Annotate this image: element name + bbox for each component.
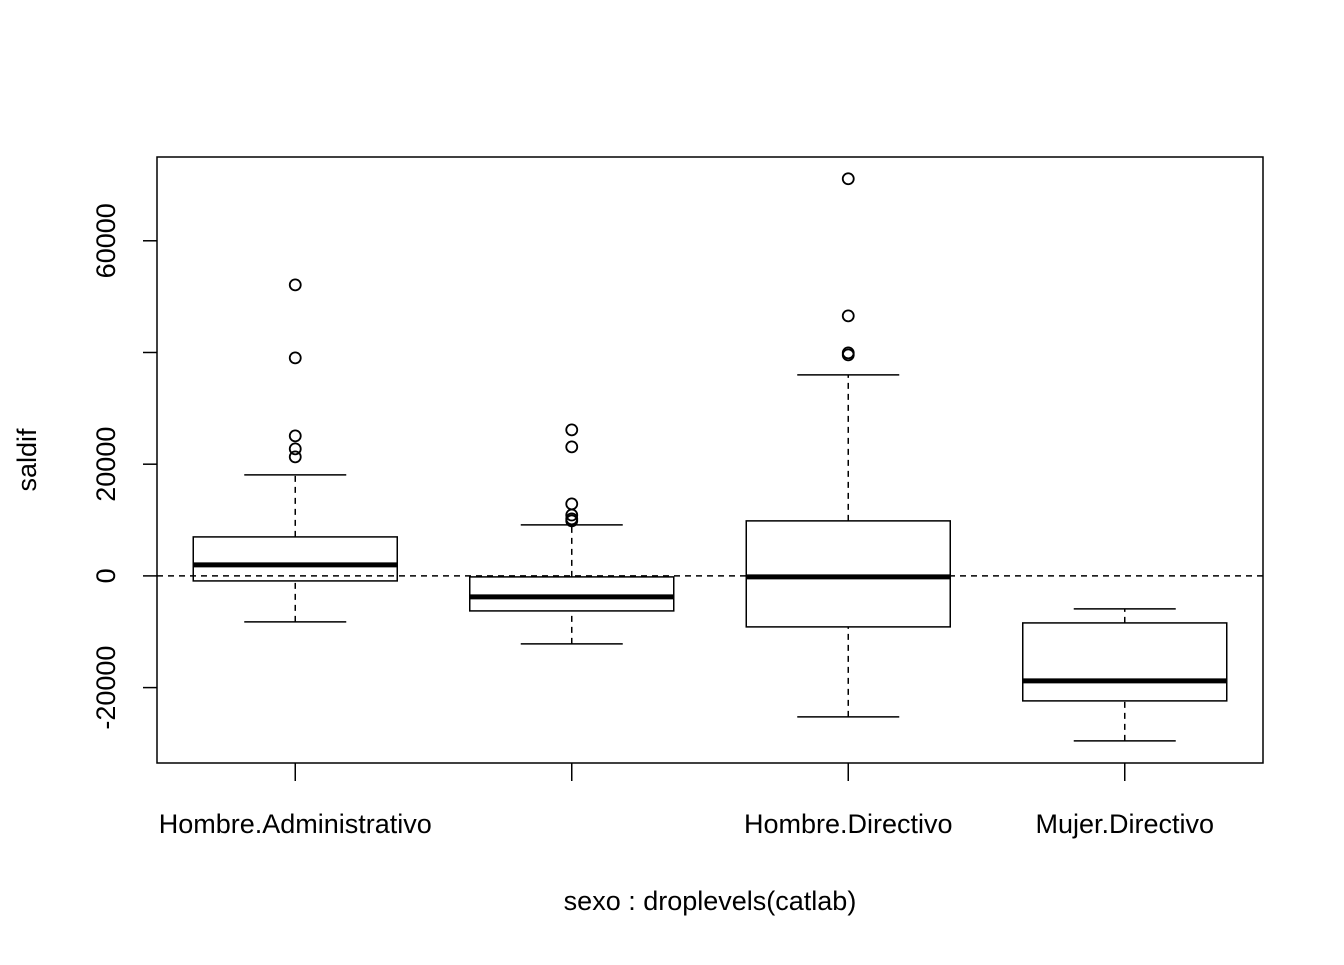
box xyxy=(192,536,398,582)
y-tick-label: -20000 xyxy=(91,646,121,730)
outlier xyxy=(288,442,302,456)
box xyxy=(1022,622,1228,702)
outlier xyxy=(288,450,302,464)
y-tick-label: 60000 xyxy=(91,203,121,278)
outlier xyxy=(288,278,302,292)
box xyxy=(469,576,675,612)
outlier xyxy=(841,172,855,186)
outlier xyxy=(288,351,302,365)
outlier xyxy=(288,429,302,443)
x-tick-label: Hombre.Directivo xyxy=(744,809,953,839)
y-tick-label: 20000 xyxy=(91,427,121,502)
outlier xyxy=(565,514,579,528)
outlier xyxy=(565,497,579,511)
x-tick-label: Hombre.Administrativo xyxy=(159,809,432,839)
outlier xyxy=(565,508,579,522)
outlier xyxy=(841,309,855,323)
outlier xyxy=(565,440,579,454)
box xyxy=(745,520,951,628)
y-axis-label: saldif xyxy=(12,428,42,492)
x-axis-label: sexo : droplevels(catlab) xyxy=(564,886,857,916)
outlier xyxy=(565,423,579,437)
outlier xyxy=(841,348,855,362)
x-tick-label: Mujer.Directivo xyxy=(1035,809,1214,839)
y-tick-label: 0 xyxy=(91,568,121,583)
plot-frame xyxy=(156,156,1264,764)
